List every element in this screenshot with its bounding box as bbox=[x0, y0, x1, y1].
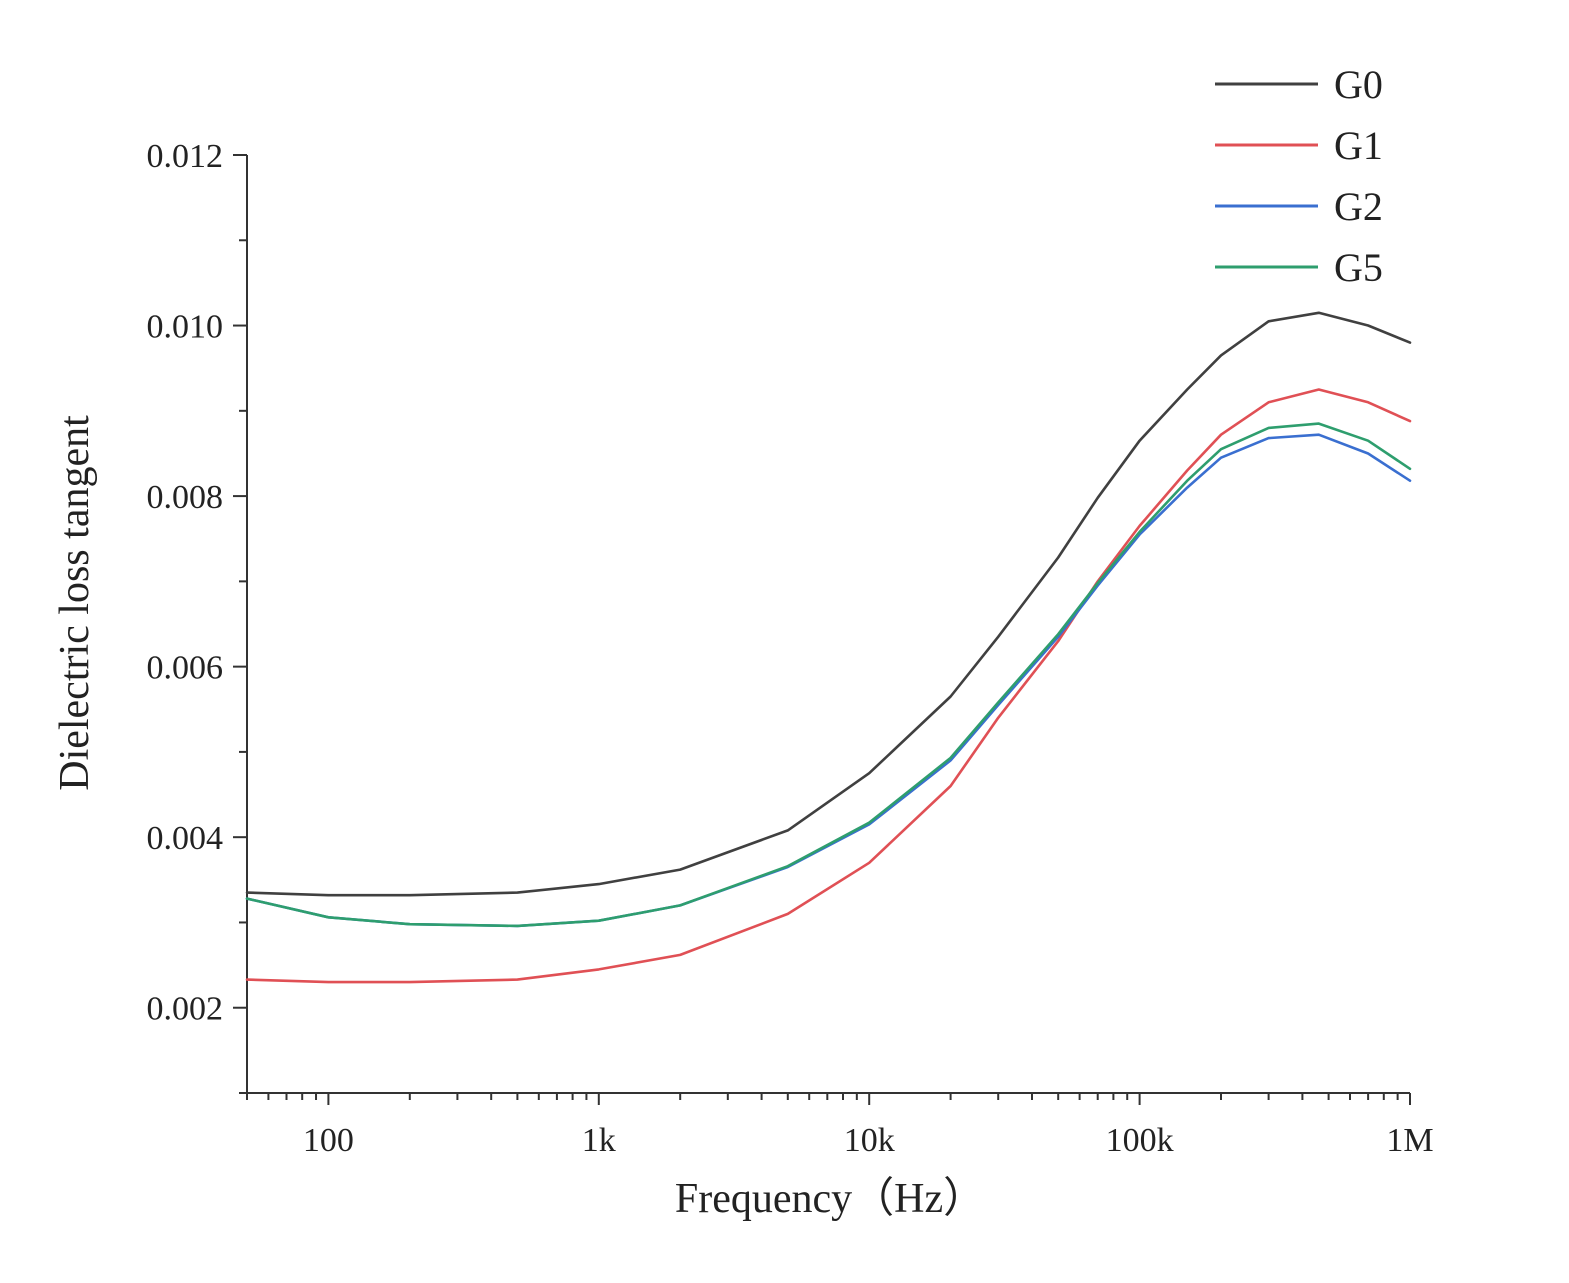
x-tick-label: 10k bbox=[844, 1122, 895, 1159]
series-line-g1 bbox=[245, 388, 1412, 984]
y-tick-label: 0.012 bbox=[147, 138, 224, 175]
x-tick-label: 100 bbox=[303, 1122, 354, 1159]
axes bbox=[246, 155, 1410, 1094]
y-tick-label: 0.006 bbox=[147, 650, 224, 687]
x-tick-label: 1M bbox=[1386, 1122, 1433, 1159]
y-tick-label: 0.010 bbox=[147, 309, 224, 346]
y-axis-title: Dielectric loss tangent bbox=[52, 415, 98, 791]
x-tick-label: 100k bbox=[1106, 1122, 1174, 1159]
legend: G0 G1 G2 G5 bbox=[1215, 62, 1383, 290]
legend-label-g1: G1 bbox=[1334, 123, 1383, 168]
series-line-g0 bbox=[245, 311, 1412, 897]
series-line-g5 bbox=[245, 422, 1412, 928]
x-ticks: 100 1k 10k 100k 1M bbox=[246, 1093, 1434, 1159]
legend-label-g5: G5 bbox=[1334, 245, 1383, 290]
legend-label-g0: G0 bbox=[1334, 62, 1383, 107]
y-tick-label: 0.002 bbox=[147, 991, 224, 1028]
y-ticks: 0.002 0.004 0.006 0.008 0.010 0.012 bbox=[147, 138, 247, 1094]
series-line-g2 bbox=[245, 433, 1412, 928]
legend-label-g2: G2 bbox=[1334, 184, 1383, 229]
series-lines bbox=[245, 311, 1412, 984]
x-axis-title: Frequency（Hz） bbox=[675, 1176, 985, 1222]
x-tick-label: 1k bbox=[582, 1122, 616, 1159]
y-tick-label: 0.004 bbox=[147, 820, 224, 857]
y-tick-label: 0.008 bbox=[147, 479, 224, 516]
